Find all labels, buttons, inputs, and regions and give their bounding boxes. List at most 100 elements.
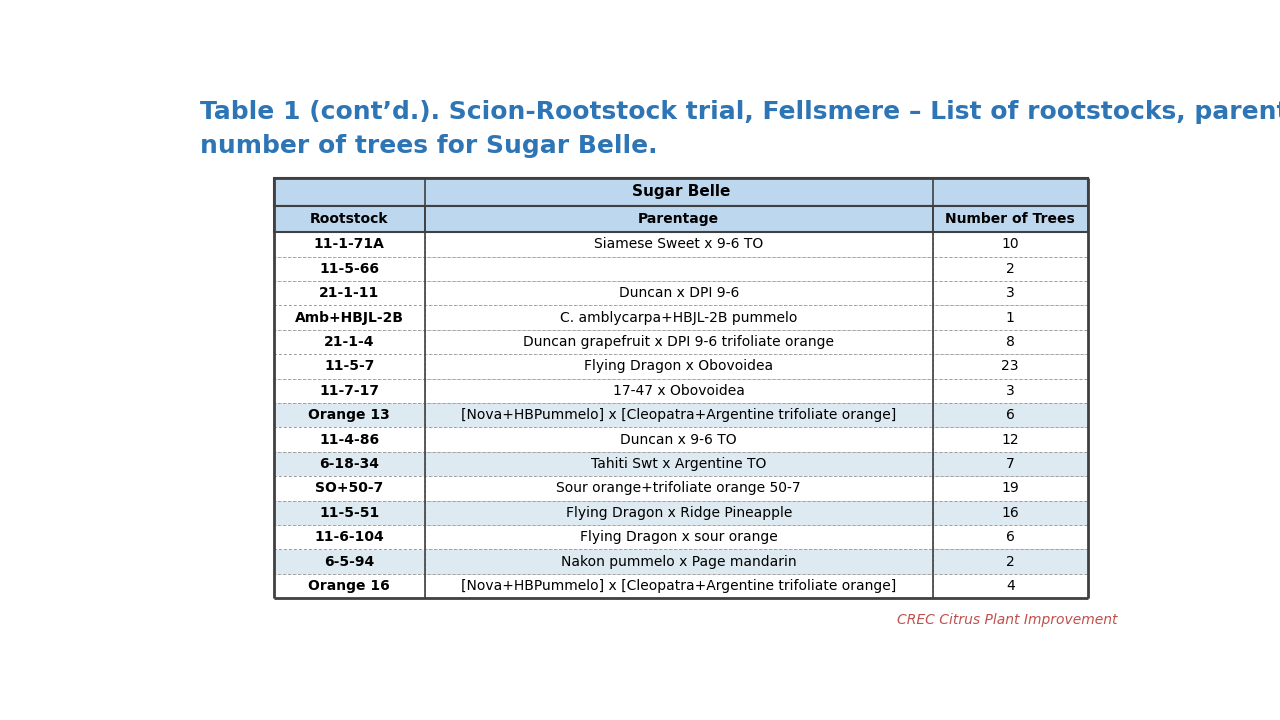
Text: Flying Dragon x sour orange: Flying Dragon x sour orange xyxy=(580,530,778,544)
Bar xyxy=(933,206,1088,233)
Bar xyxy=(274,500,425,525)
Bar xyxy=(425,574,933,598)
Text: 6: 6 xyxy=(1006,408,1015,422)
Text: 2: 2 xyxy=(1006,554,1015,569)
Text: Tahiti Swt x Argentine TO: Tahiti Swt x Argentine TO xyxy=(591,457,767,471)
Bar xyxy=(425,233,933,256)
Bar xyxy=(933,305,1088,330)
Text: SO+50-7: SO+50-7 xyxy=(315,482,384,495)
Bar xyxy=(274,330,425,354)
Text: 11-1-71A: 11-1-71A xyxy=(314,238,385,251)
Text: 1: 1 xyxy=(1006,310,1015,325)
Text: Sour orange+trifoliate orange 50-7: Sour orange+trifoliate orange 50-7 xyxy=(557,482,801,495)
Text: Amb+HBJL-2B: Amb+HBJL-2B xyxy=(294,310,403,325)
Bar xyxy=(274,305,425,330)
Text: C. amblycarpa+HBJL-2B pummelo: C. amblycarpa+HBJL-2B pummelo xyxy=(561,310,797,325)
Text: 23: 23 xyxy=(1001,359,1019,374)
Text: 8: 8 xyxy=(1006,335,1015,349)
Bar xyxy=(933,256,1088,281)
Bar xyxy=(425,379,933,403)
Text: Sugar Belle: Sugar Belle xyxy=(631,184,730,199)
Bar xyxy=(425,500,933,525)
Text: 4: 4 xyxy=(1006,579,1015,593)
Bar xyxy=(274,206,425,233)
Text: Rootstock: Rootstock xyxy=(310,212,389,226)
Bar xyxy=(425,256,933,281)
Text: 6-18-34: 6-18-34 xyxy=(319,457,379,471)
Text: Number of Trees: Number of Trees xyxy=(946,212,1075,226)
Bar xyxy=(933,451,1088,476)
Text: [Nova+HBPummelo] x [Cleopatra+Argentine trifoliate orange]: [Nova+HBPummelo] x [Cleopatra+Argentine … xyxy=(461,408,896,422)
Text: 11-7-17: 11-7-17 xyxy=(319,384,379,397)
Bar xyxy=(274,428,425,451)
Text: 11-5-7: 11-5-7 xyxy=(324,359,375,374)
Bar xyxy=(274,574,425,598)
Bar xyxy=(425,549,933,574)
Text: 19: 19 xyxy=(1001,482,1019,495)
Bar xyxy=(933,379,1088,403)
Text: 10: 10 xyxy=(1001,238,1019,251)
Text: Orange 13: Orange 13 xyxy=(308,408,390,422)
Text: 11-5-66: 11-5-66 xyxy=(319,262,379,276)
Text: 21-1-4: 21-1-4 xyxy=(324,335,375,349)
Text: 17-47 x Obovoidea: 17-47 x Obovoidea xyxy=(613,384,745,397)
Bar xyxy=(933,330,1088,354)
Bar xyxy=(274,476,425,500)
Bar xyxy=(933,403,1088,428)
Text: 3: 3 xyxy=(1006,384,1015,397)
Bar xyxy=(933,500,1088,525)
Bar xyxy=(933,428,1088,451)
Text: 3: 3 xyxy=(1006,286,1015,300)
Text: Duncan x 9-6 TO: Duncan x 9-6 TO xyxy=(621,433,737,446)
Bar xyxy=(933,549,1088,574)
Text: 16: 16 xyxy=(1001,505,1019,520)
Text: 7: 7 xyxy=(1006,457,1015,471)
Text: Flying Dragon x Obovoidea: Flying Dragon x Obovoidea xyxy=(584,359,773,374)
Bar xyxy=(933,525,1088,549)
Bar xyxy=(425,525,933,549)
Text: 6-5-94: 6-5-94 xyxy=(324,554,375,569)
Bar xyxy=(425,476,933,500)
Bar xyxy=(274,379,425,403)
Text: [Nova+HBPummelo] x [Cleopatra+Argentine trifoliate orange]: [Nova+HBPummelo] x [Cleopatra+Argentine … xyxy=(461,579,896,593)
Bar xyxy=(425,403,933,428)
Text: Table 1 (cont’d.). Scion-Rootstock trial, Fellsmere – List of rootstocks, parent: Table 1 (cont’d.). Scion-Rootstock trial… xyxy=(200,100,1280,125)
Bar xyxy=(274,354,425,379)
Text: 11-6-104: 11-6-104 xyxy=(315,530,384,544)
Text: Parentage: Parentage xyxy=(639,212,719,226)
Text: number of trees for Sugar Belle.: number of trees for Sugar Belle. xyxy=(200,133,657,158)
Bar xyxy=(425,281,933,305)
Bar xyxy=(274,525,425,549)
Bar xyxy=(274,256,425,281)
Text: 21-1-11: 21-1-11 xyxy=(319,286,379,300)
Bar xyxy=(425,206,933,233)
Text: Flying Dragon x Ridge Pineapple: Flying Dragon x Ridge Pineapple xyxy=(566,505,792,520)
Bar xyxy=(425,305,933,330)
Text: Duncan grapefruit x DPI 9-6 trifoliate orange: Duncan grapefruit x DPI 9-6 trifoliate o… xyxy=(524,335,835,349)
Text: 12: 12 xyxy=(1001,433,1019,446)
Text: CREC Citrus Plant Improvement: CREC Citrus Plant Improvement xyxy=(897,613,1117,627)
Text: 2: 2 xyxy=(1006,262,1015,276)
Bar xyxy=(274,233,425,256)
Bar xyxy=(933,476,1088,500)
Text: Duncan x DPI 9-6: Duncan x DPI 9-6 xyxy=(618,286,739,300)
Bar xyxy=(933,354,1088,379)
Bar xyxy=(274,281,425,305)
Text: 6: 6 xyxy=(1006,530,1015,544)
Bar xyxy=(274,178,1088,206)
Bar xyxy=(274,549,425,574)
Bar xyxy=(274,451,425,476)
Bar xyxy=(425,354,933,379)
Bar xyxy=(933,233,1088,256)
Text: Orange 16: Orange 16 xyxy=(308,579,390,593)
Text: 11-5-51: 11-5-51 xyxy=(319,505,379,520)
Text: 11-4-86: 11-4-86 xyxy=(319,433,379,446)
Bar xyxy=(425,451,933,476)
Text: Nakon pummelo x Page mandarin: Nakon pummelo x Page mandarin xyxy=(561,554,796,569)
Bar xyxy=(274,403,425,428)
Bar xyxy=(425,428,933,451)
Bar xyxy=(425,330,933,354)
Bar xyxy=(933,574,1088,598)
Bar xyxy=(933,281,1088,305)
Text: Siamese Sweet x 9-6 TO: Siamese Sweet x 9-6 TO xyxy=(594,238,763,251)
